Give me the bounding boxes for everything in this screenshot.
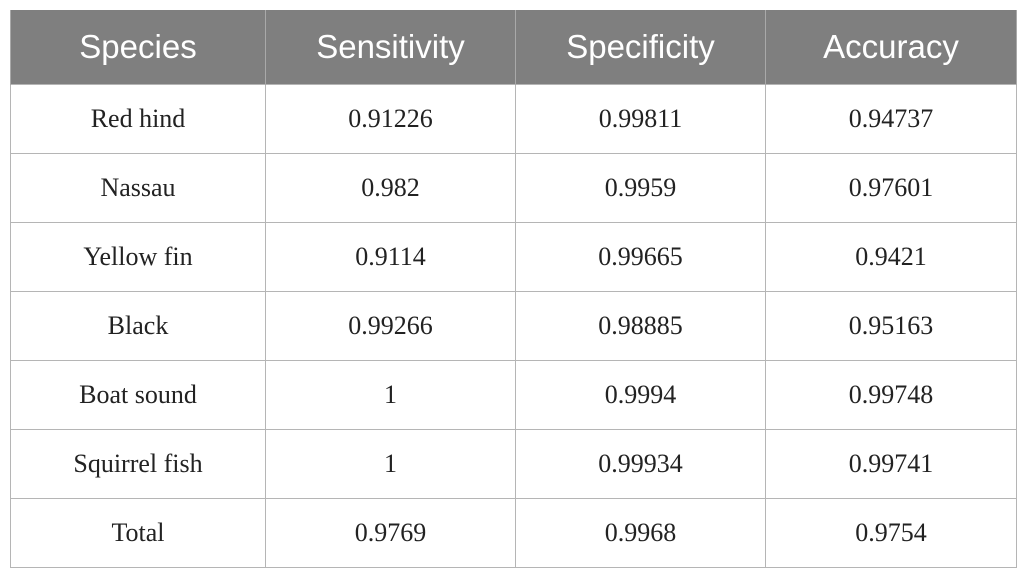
table-row: Red hind 0.91226 0.99811 0.94737 (10, 84, 1017, 154)
table-row: Boat sound 1 0.9994 0.99748 (10, 360, 1017, 430)
cell-specificity: 0.9959 (515, 153, 766, 223)
cell-sensitivity: 0.9114 (265, 222, 516, 292)
cell-species: Boat sound (10, 360, 266, 430)
table-header: Species Sensitivity Specificity Accuracy (10, 10, 1017, 85)
cell-species: Squirrel fish (10, 429, 266, 499)
table-row: Yellow fin 0.9114 0.99665 0.9421 (10, 222, 1017, 292)
table-row: Squirrel fish 1 0.99934 0.99741 (10, 429, 1017, 499)
cell-specificity: 0.99934 (515, 429, 766, 499)
cell-sensitivity: 0.91226 (265, 84, 516, 154)
header-specificity: Specificity (515, 10, 766, 85)
table-row: Black 0.99266 0.98885 0.95163 (10, 291, 1017, 361)
cell-specificity: 0.9968 (515, 498, 766, 568)
header-sensitivity: Sensitivity (265, 10, 516, 85)
header-row: Species Sensitivity Specificity Accuracy (10, 10, 1017, 85)
cell-species: Black (10, 291, 266, 361)
results-table: Species Sensitivity Specificity Accuracy… (10, 10, 1017, 568)
cell-accuracy: 0.9754 (765, 498, 1017, 568)
cell-sensitivity: 1 (265, 360, 516, 430)
results-table-container: Species Sensitivity Specificity Accuracy… (10, 10, 1017, 568)
cell-sensitivity: 0.982 (265, 153, 516, 223)
cell-accuracy: 0.97601 (765, 153, 1017, 223)
cell-species: Red hind (10, 84, 266, 154)
cell-accuracy: 0.99741 (765, 429, 1017, 499)
cell-accuracy: 0.94737 (765, 84, 1017, 154)
table-row: Nassau 0.982 0.9959 0.97601 (10, 153, 1017, 223)
cell-accuracy: 0.99748 (765, 360, 1017, 430)
table-row-total: Total 0.9769 0.9968 0.9754 (10, 498, 1017, 568)
cell-species: Total (10, 498, 266, 568)
cell-accuracy: 0.9421 (765, 222, 1017, 292)
cell-species: Nassau (10, 153, 266, 223)
header-accuracy: Accuracy (765, 10, 1017, 85)
cell-specificity: 0.98885 (515, 291, 766, 361)
table-body: Red hind 0.91226 0.99811 0.94737 Nassau … (10, 84, 1017, 568)
cell-species: Yellow fin (10, 222, 266, 292)
header-species: Species (10, 10, 266, 85)
cell-sensitivity: 0.99266 (265, 291, 516, 361)
cell-specificity: 0.99665 (515, 222, 766, 292)
cell-specificity: 0.99811 (515, 84, 766, 154)
cell-sensitivity: 0.9769 (265, 498, 516, 568)
cell-accuracy: 0.95163 (765, 291, 1017, 361)
cell-specificity: 0.9994 (515, 360, 766, 430)
cell-sensitivity: 1 (265, 429, 516, 499)
